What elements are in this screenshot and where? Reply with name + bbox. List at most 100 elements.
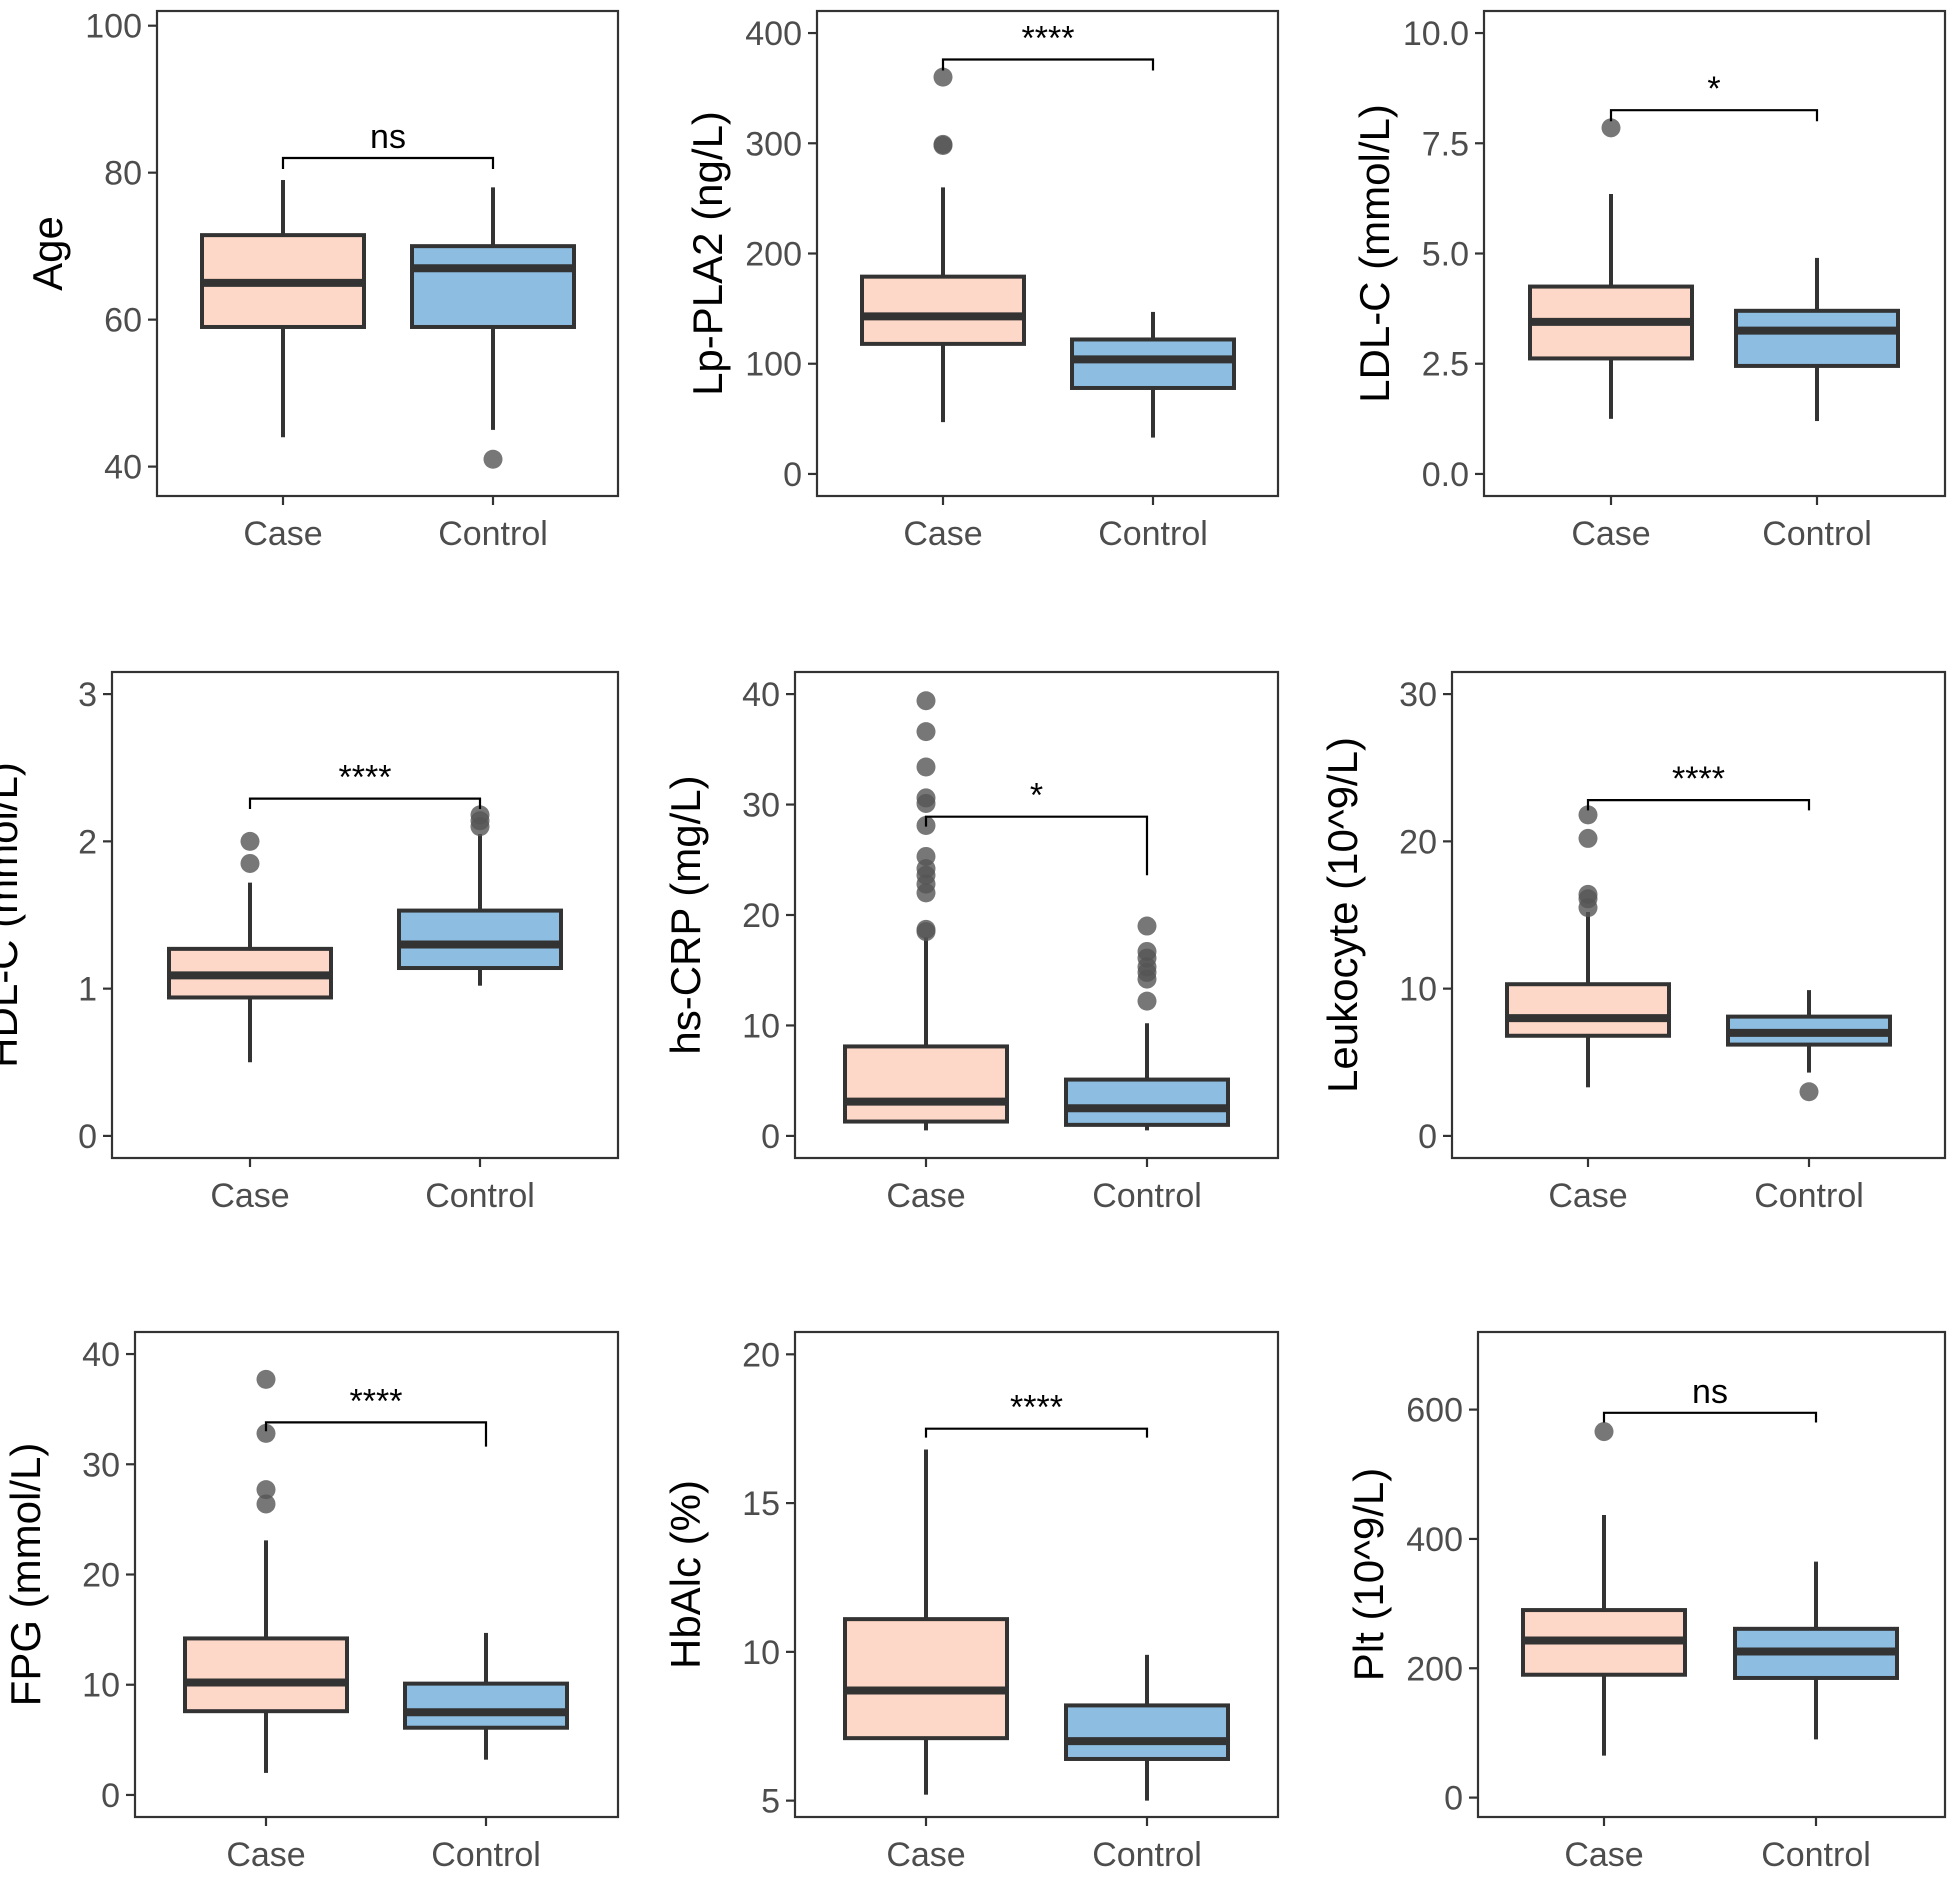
panel-3: 0.0 2.5 5.0 7.5 10.0 LDL-C (mmol/L) Case Contro… <box>1351 9 1947 553</box>
panel-5-case-xtick-label: Case <box>886 1177 965 1215</box>
panel-7-case-outlier-2 <box>256 1423 276 1443</box>
panel-1-ylabel: Age <box>24 216 71 291</box>
panel-5-case-outlier-10 <box>916 757 936 777</box>
panel-5-case-box <box>843 1044 1009 1124</box>
panel-5-ytick-label-3: 30 <box>742 787 780 825</box>
panel-7-significance-label: **** <box>350 1382 403 1420</box>
panel-4-case-outlier-1 <box>240 831 260 851</box>
panel-9-control-xtick-label: Control <box>1761 1836 1871 1874</box>
panel-5-ytick-label-4: 40 <box>742 676 780 714</box>
panel-6-significance-bracket <box>1586 799 1811 811</box>
panel-2-ytick-label-0: 0 <box>783 456 802 494</box>
panel-2-ytick-label-3: 300 <box>745 125 802 163</box>
panel-7-case-outlier-1 <box>256 1480 276 1500</box>
panel-3-ytick-label-2: 5.0 <box>1422 236 1469 274</box>
panel-7-case-xtick-label: Case <box>226 1836 305 1874</box>
panel-2-control-box <box>1070 337 1236 390</box>
panel-4-significance-label: **** <box>339 759 392 797</box>
panel-6-case-outlier-2 <box>1578 884 1598 904</box>
panel-5-ytick-label-0: 0 <box>761 1118 780 1156</box>
panel-9-ytick-label-2: 400 <box>1406 1521 1463 1559</box>
panel-8-significance-bracket <box>924 1427 1149 1438</box>
panel-1-ytick-label-2: 80 <box>104 155 142 193</box>
panel-7-ytick-label-2: 20 <box>82 1557 120 1595</box>
panel-3-ytick-label-0: 0.0 <box>1422 456 1469 494</box>
panel-2-ytick-label-2: 200 <box>745 236 802 274</box>
panel-1-control-outlier-0 <box>483 449 503 469</box>
panel-8-ytick-label-1: 10 <box>742 1634 780 1672</box>
panel-6-border <box>1450 670 1947 1160</box>
panel-1-ytick-label-1: 60 <box>104 302 142 340</box>
panel-8-ytick-label-0: 5 <box>761 1783 780 1821</box>
panel-1-case-xtick-label: Case <box>243 515 322 553</box>
panel-5-case-outlier-9 <box>916 788 936 808</box>
panel-3-significance-label: * <box>1707 70 1720 108</box>
panel-3-ytick-label-3: 7.5 <box>1422 125 1469 163</box>
panel-2-case-outlier-1 <box>933 134 953 154</box>
panel-3-control-box <box>1734 308 1900 368</box>
panel-7-case-outlier-3 <box>256 1369 276 1389</box>
panel-8-case-box <box>843 1617 1009 1741</box>
panel-8: 5 10 15 20 HbAlc (%) Case Control **** <box>662 1330 1280 1874</box>
panel-7-ytick-label-1: 10 <box>82 1667 120 1705</box>
panel-8-significance-label: **** <box>1010 1389 1063 1427</box>
panel-6-case-xtick-label: Case <box>1548 1177 1627 1215</box>
panel-4-border <box>110 670 620 1160</box>
panel-2-case-box <box>860 274 1026 346</box>
panel-2-case-outlier-2 <box>933 67 953 87</box>
panel-4-control-box <box>397 908 563 971</box>
panel-9-ytick-label-1: 200 <box>1406 1650 1463 1688</box>
panel-5-significance-bracket <box>924 815 1149 876</box>
panel-6-ylabel: Leukocyte (10^9/L) <box>1319 737 1366 1093</box>
panel-1-control-xtick-label: Control <box>438 515 548 553</box>
panel-2: 0 100 200 300 400 Lp-PLA2 (ng/L) Case Control **… <box>684 9 1280 553</box>
panel-7-control-xtick-label: Control <box>431 1836 541 1874</box>
panel-2-ylabel: Lp-PLA2 (ng/L) <box>684 111 731 396</box>
panel-4-ytick-label-3: 3 <box>78 676 97 714</box>
panel-4-ytick-label-0: 0 <box>78 1118 97 1156</box>
panel-9-case-xtick-label: Case <box>1564 1836 1643 1874</box>
panel-3-ytick-label-4: 10.0 <box>1403 15 1469 53</box>
panel-2-significance-bracket <box>941 58 1155 71</box>
panel-7-ytick-label-3: 30 <box>82 1446 120 1484</box>
panel-9-ytick-label-3: 600 <box>1406 1392 1463 1430</box>
panel-4-control-outlier-2 <box>470 805 490 825</box>
panel-6-case-outlier-4 <box>1578 805 1598 825</box>
panel-6-ytick-label-1: 10 <box>1399 971 1437 1009</box>
panel-4-case-xtick-label: Case <box>210 1177 289 1215</box>
panel-8-ytick-label-2: 15 <box>742 1485 780 1523</box>
panel-3-significance-bracket <box>1609 109 1819 122</box>
panel-4-significance-bracket <box>248 797 482 809</box>
panel-8-control-box <box>1064 1703 1230 1761</box>
panel-1-ytick-label-0: 40 <box>104 449 142 487</box>
panel-7-ytick-label-0: 0 <box>101 1777 120 1815</box>
panel-5-case-outlier-12 <box>916 691 936 711</box>
panel-1-control-box <box>410 244 576 329</box>
panel-6-significance-label: **** <box>1672 760 1725 798</box>
panel-7-ytick-label-4: 40 <box>82 1336 120 1374</box>
panel-5-control-outlier-6 <box>1137 916 1157 936</box>
panel-7-ylabel: FPG (mmol/L) <box>2 1443 49 1707</box>
panel-2-border <box>815 9 1280 498</box>
panel-5-ytick-label-1: 10 <box>742 1007 780 1045</box>
panel-8-case-xtick-label: Case <box>886 1836 965 1874</box>
panel-6-control-outlier-0 <box>1799 1082 1819 1102</box>
panel-6-ytick-label-3: 30 <box>1399 676 1437 714</box>
panel-2-control-xtick-label: Control <box>1098 515 1208 553</box>
panel-9: 0 200 400 600 Plt (10^9/L) Case Control ns <box>1345 1330 1947 1874</box>
panel-3-case-xtick-label: Case <box>1571 515 1650 553</box>
panel-3-ylabel: LDL-C (mmol/L) <box>1351 104 1398 403</box>
panel-7-significance-bracket <box>264 1421 488 1447</box>
panel-4: 0 1 2 3 HDL-C (mmol/L) Case Control **** <box>0 670 620 1215</box>
panel-8-control-xtick-label: Control <box>1092 1836 1202 1874</box>
panel-4-ytick-label-1: 1 <box>78 971 97 1009</box>
panel-6-control-xtick-label: Control <box>1754 1177 1864 1215</box>
panel-1-border <box>155 9 620 498</box>
panel-8-ytick-label-3: 20 <box>742 1336 780 1374</box>
panel-9-case-outlier-0 <box>1594 1422 1614 1442</box>
panel-1: 40 60 80 100 Age Case Control ns <box>24 8 620 553</box>
panel-1-significance-label: ns <box>370 118 406 156</box>
panel-5-control-box <box>1064 1077 1230 1127</box>
panel-3-case-outlier-0 <box>1601 118 1621 138</box>
panel-5-control-outlier-0 <box>1137 991 1157 1011</box>
